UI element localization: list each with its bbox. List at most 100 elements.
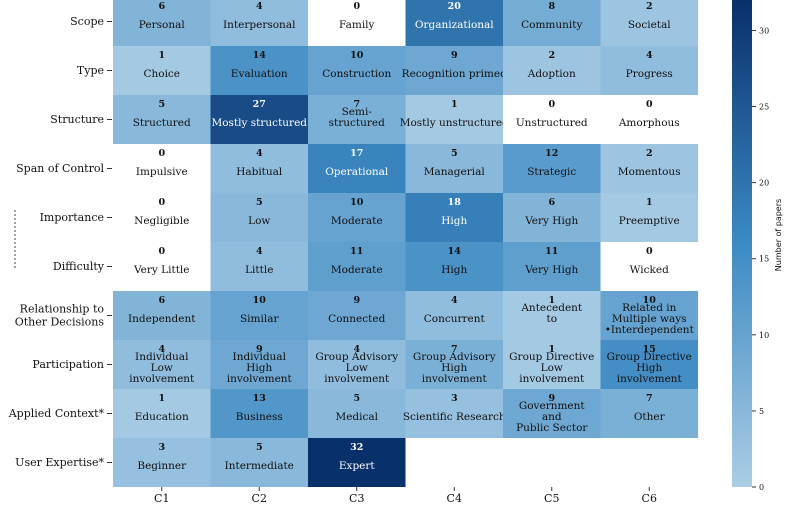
heatmap-cell — [210, 291, 308, 340]
cell-label-line: High — [441, 362, 467, 374]
colorbar-tick-label: 20 — [759, 179, 769, 188]
cell-count: 17 — [350, 148, 363, 159]
cell-label: Very High — [524, 264, 578, 276]
heatmap-cell — [405, 95, 503, 144]
heatmap-cell — [308, 242, 406, 291]
cell-count: 1 — [548, 295, 555, 306]
colorbar: 0 5 10 15 20 25 30 Number of papers — [732, 0, 783, 492]
cell-count: 3 — [158, 442, 165, 453]
row-label-line: Difficulty — [53, 260, 105, 273]
colorbar-tick-label: 5 — [759, 407, 764, 416]
heatmap-cell — [405, 389, 503, 438]
heatmap-cell — [503, 340, 601, 389]
cell-label-line: Wicked — [630, 264, 669, 276]
row-label: Type — [77, 64, 104, 77]
cell-label: Antecedent to — [520, 302, 583, 325]
cell-label-line: Low — [346, 362, 368, 374]
cell-label-line: Structured — [133, 117, 191, 129]
row-label-line: Participation — [32, 358, 104, 371]
cell-label: Unstructured — [516, 117, 588, 129]
cell-count: 2 — [646, 148, 653, 159]
colorbar-ticks: 0 5 10 15 20 25 30 — [752, 26, 769, 492]
cell-label-line: Low — [151, 362, 173, 374]
heatmap-cell — [113, 0, 211, 46]
cell-count: 14 — [253, 50, 267, 61]
cell-count: 1 — [158, 393, 165, 404]
heatmap-cell — [210, 242, 308, 291]
cell-label-line: Momentous — [618, 166, 681, 178]
cell-count: 0 — [353, 1, 360, 12]
heatmap-cell — [600, 95, 698, 144]
heatmap-cell — [308, 193, 406, 242]
cell-label-line: Group Directive — [607, 351, 692, 363]
column-label: C6 — [642, 492, 657, 505]
heatmap-cell — [405, 340, 503, 389]
cell-label: Low — [248, 215, 270, 227]
heatmap-cell — [308, 0, 406, 46]
colorbar-title: Number of papers — [774, 199, 783, 271]
cell-label: High — [441, 215, 467, 227]
cell-count: 0 — [158, 148, 165, 159]
cell-count: 15 — [643, 344, 656, 355]
cell-label: Individual Low involvement — [129, 351, 195, 385]
row-label: Difficulty — [53, 260, 105, 273]
cell-label-line: Very High — [524, 264, 578, 276]
cell-label: High — [441, 264, 467, 276]
cell-count: 5 — [451, 148, 458, 159]
cell-label: Strategic — [527, 166, 576, 178]
cell-label-line: Interpersonal — [223, 19, 296, 31]
cell-count: 5 — [353, 393, 360, 404]
cell-label-line: Construction — [322, 68, 391, 80]
cell-label-line: Connected — [328, 313, 385, 325]
heatmap-cell — [210, 46, 308, 95]
row-label: User Expertise* — [15, 456, 104, 469]
cell-label-line: involvement — [617, 373, 683, 385]
cell-count: 1 — [158, 50, 165, 61]
heatmap-cell — [113, 291, 211, 340]
cell-label-line: Scientific Research — [403, 411, 506, 423]
cell-count: 11 — [545, 246, 558, 257]
cell-count: 20 — [448, 1, 462, 12]
heatmap-cell — [503, 144, 601, 193]
cell-label: Group Directive Low involvement — [509, 351, 594, 385]
cell-label-line: Community — [521, 19, 582, 31]
cell-label-line: Societal — [628, 19, 671, 31]
cell-count: 14 — [448, 246, 462, 257]
heatmap-cell — [503, 291, 601, 340]
colorbar-tick-label: 15 — [759, 255, 769, 264]
cell-count: 6 — [548, 197, 555, 208]
cell-label: Amorphous — [618, 117, 680, 129]
heatmap-cell — [503, 46, 601, 95]
cell-label: Impulsive — [136, 166, 188, 178]
cell-label-line: Progress — [626, 68, 673, 80]
heatmap-cell — [113, 438, 211, 487]
cell-label: Mostly unstructured — [400, 117, 509, 129]
cell-label: Education — [135, 411, 189, 423]
cell-count: 9 — [548, 393, 555, 404]
cell-count: 4 — [256, 1, 263, 12]
cell-count: 9 — [353, 295, 360, 306]
heatmap-cells: 6Personal4Interpersonal0Family20Organiza… — [113, 0, 698, 487]
cell-label-line: High — [636, 362, 662, 374]
cell-label-line: Business — [236, 411, 283, 423]
row-label: Scope — [70, 15, 104, 28]
cell-label-line: Impulsive — [136, 166, 188, 178]
cell-label: Preemptive — [619, 215, 680, 227]
cell-label-line: High — [246, 362, 272, 374]
cell-label-line: structured — [329, 117, 385, 129]
cell-label-line: involvement — [324, 373, 390, 385]
colorbar-tick-label: 0 — [759, 483, 764, 492]
row-label: Relationship to Other Decisions — [15, 303, 105, 329]
cell-count: 4 — [158, 344, 165, 355]
row-label: Span of Control — [16, 162, 104, 175]
heatmap-cell — [210, 95, 308, 144]
cell-label-line: Medical — [335, 411, 378, 423]
row-label-line: Importance — [40, 211, 104, 224]
cell-label-line: Semi- — [342, 106, 373, 118]
cell-label: Group Advisory Low involvement — [315, 351, 398, 385]
heatmap-cell — [113, 340, 211, 389]
cell-label-line: Expert — [339, 460, 376, 472]
cell-label-line: Family — [339, 19, 375, 31]
cell-count: 11 — [350, 246, 363, 257]
cell-label: Similar — [240, 313, 279, 325]
